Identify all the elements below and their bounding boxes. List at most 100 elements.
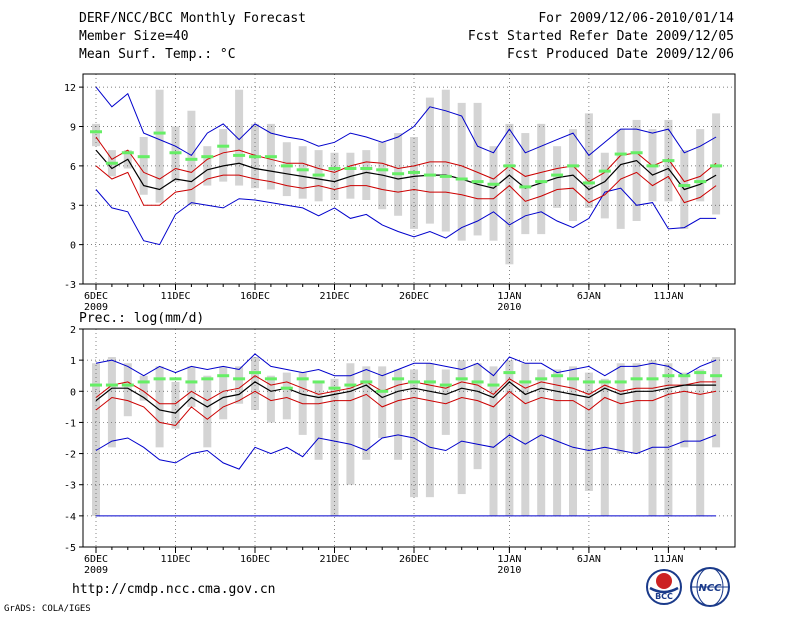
prec-clim-mark-day-30 bbox=[551, 374, 564, 378]
prec-panel-title: Prec.: log(mm/d) bbox=[79, 311, 204, 326]
temp-box-day-33 bbox=[600, 152, 609, 219]
prec-clim-mark-day-19 bbox=[376, 389, 389, 393]
prec-xtick-label: 1JAN bbox=[497, 554, 521, 565]
temp-clim-mark-day-20 bbox=[392, 172, 405, 176]
temp-box-day-24 bbox=[457, 102, 466, 241]
temp-xtick-label: 16DEC bbox=[240, 291, 270, 302]
prec-clim-mark-day-36 bbox=[646, 377, 659, 381]
temp-ytick-label: -3 bbox=[64, 280, 76, 291]
prec-xtick-label: 6JAN bbox=[577, 554, 601, 565]
temp-clim-mark-day-38 bbox=[678, 184, 691, 188]
prec-xtick-year: 2010 bbox=[497, 565, 521, 576]
prec-ytick-label: -3 bbox=[64, 481, 76, 492]
prec-clim-mark-day-10 bbox=[233, 377, 246, 381]
temp-box-day-13 bbox=[282, 142, 291, 197]
grads-credit: GrADS: COLA/IGES bbox=[4, 604, 91, 614]
chart-title: DERF/NCC/BCC Monthly Forecast bbox=[79, 11, 306, 26]
prec-clim-mark-day-1 bbox=[90, 383, 102, 387]
prec-xtick-label: 11DEC bbox=[160, 554, 190, 565]
prec-clim-mark-day-31 bbox=[567, 377, 579, 381]
prec-clim-mark-day-32 bbox=[582, 380, 595, 384]
prec-box-day-40 bbox=[712, 357, 721, 448]
prec-clim-mark-day-14 bbox=[296, 377, 309, 381]
prec-clim-mark-day-5 bbox=[153, 377, 166, 381]
temp-clim-mark-day-32 bbox=[582, 181, 595, 185]
prec-box-day-20 bbox=[394, 369, 403, 460]
prec-box-day-4 bbox=[139, 375, 148, 401]
prec-ytick-label: -5 bbox=[64, 543, 76, 554]
prec-clim-mark-day-29 bbox=[535, 377, 548, 381]
prec-box-day-28 bbox=[521, 363, 530, 516]
temp-box-day-39 bbox=[696, 129, 705, 202]
temp-clim-mark-day-10 bbox=[233, 153, 246, 157]
prec-box-day-26 bbox=[489, 366, 498, 516]
prec-box-day-29 bbox=[537, 369, 546, 516]
prec-upper-line bbox=[95, 375, 717, 405]
prec-box-day-15 bbox=[314, 381, 323, 460]
temp-clim-mark-day-34 bbox=[614, 152, 627, 156]
prec-clim-mark-day-25 bbox=[471, 380, 484, 384]
temp-clim-mark-day-39 bbox=[694, 180, 707, 184]
temp-clim-mark-day-5 bbox=[153, 131, 166, 135]
temp-box-day-30 bbox=[553, 146, 562, 208]
temp-clim-mark-day-37 bbox=[662, 159, 675, 163]
prec-clim-mark-day-28 bbox=[519, 380, 532, 384]
temp-mean-line bbox=[95, 149, 717, 191]
prec-clim-mark-day-13 bbox=[280, 386, 293, 390]
prec-clim-mark-day-9 bbox=[217, 374, 230, 378]
prec-box-day-22 bbox=[425, 363, 434, 498]
temp-box-day-17 bbox=[346, 152, 355, 199]
temp-xtick-label: 21DEC bbox=[319, 291, 349, 302]
temp-clim-mark-day-4 bbox=[137, 155, 150, 159]
prec-clim-mark-day-20 bbox=[392, 377, 405, 381]
ncc-logo: NCC bbox=[690, 567, 730, 607]
prec-box-day-25 bbox=[473, 363, 482, 470]
forecast-period-label: For 2009/12/06-2010/01/14 bbox=[538, 11, 734, 26]
prec-clim-mark-day-21 bbox=[408, 380, 420, 384]
prec-box-day-13 bbox=[282, 372, 291, 420]
prec-ytick-label: -2 bbox=[64, 450, 76, 461]
temp-clim-mark-day-24 bbox=[455, 177, 468, 181]
source-url[interactable]: http://cmdp.ncc.cma.gov.cn bbox=[72, 582, 276, 597]
bcc-logo-text: BCC bbox=[655, 592, 673, 601]
temp-clim-mark-day-25 bbox=[471, 180, 484, 184]
prec-box-day-23 bbox=[441, 369, 450, 435]
prec-xtick-label: 11JAN bbox=[653, 554, 683, 565]
ncc-logo-text: NCC bbox=[698, 583, 722, 594]
temp-clim-mark-day-15 bbox=[312, 173, 325, 177]
started-date-label: Fcst Started Refer Date 2009/12/05 bbox=[467, 29, 734, 44]
temp-upper-line bbox=[95, 136, 717, 183]
prec-box-day-7 bbox=[187, 366, 196, 407]
temp-xtick-year: 2010 bbox=[497, 302, 521, 313]
temp-clim-mark-day-18 bbox=[360, 167, 373, 170]
prec-xtick-label: 21DEC bbox=[319, 554, 349, 565]
prec-box-day-35 bbox=[632, 363, 641, 454]
prec-xtick-label: 26DEC bbox=[399, 554, 429, 565]
temp-clim-mark-day-11 bbox=[249, 155, 261, 159]
prec-mean-line bbox=[95, 381, 717, 414]
prec-box-day-12 bbox=[266, 375, 275, 423]
temp-box-day-26 bbox=[489, 146, 498, 241]
temp-ytick-label: 6 bbox=[70, 162, 76, 173]
temp-clim-mark-day-6 bbox=[169, 151, 182, 155]
prec-clim-mark-day-37 bbox=[662, 374, 675, 378]
temp-box-day-1 bbox=[92, 123, 100, 147]
prec-box-day-9 bbox=[219, 366, 228, 420]
temp-ytick-label: 9 bbox=[70, 123, 76, 134]
prec-clim-mark-day-15 bbox=[312, 380, 325, 384]
prec-clim-mark-day-33 bbox=[598, 380, 611, 384]
temp-xtick-label: 6DEC bbox=[84, 291, 108, 302]
temp-clim-mark-day-9 bbox=[217, 144, 230, 148]
temp-box-day-28 bbox=[521, 133, 530, 235]
temp-clim-mark-day-1 bbox=[90, 130, 102, 134]
temp-clim-mark-day-16 bbox=[328, 167, 341, 170]
prec-box-day-30 bbox=[553, 369, 562, 516]
prec-clim-mark-day-6 bbox=[169, 377, 182, 381]
temp-clim-mark-day-17 bbox=[344, 167, 357, 170]
temp-clim-mark-day-27 bbox=[503, 164, 516, 168]
prec-box-day-39 bbox=[696, 369, 705, 516]
temp-box-day-23 bbox=[441, 89, 450, 232]
prec-box-day-38 bbox=[680, 372, 689, 448]
prec-min-line bbox=[95, 434, 717, 470]
temp-clim-mark-day-23 bbox=[439, 174, 452, 178]
